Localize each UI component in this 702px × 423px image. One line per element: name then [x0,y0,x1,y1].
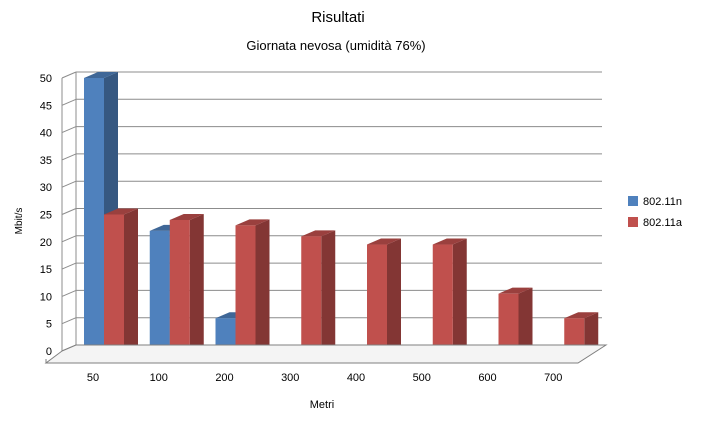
legend-label: 802.11n [643,196,682,208]
bar [301,236,322,351]
bar [564,318,585,351]
bar-top [84,72,118,78]
bar-side [584,312,599,351]
y-tick-label: 40 [40,128,52,140]
x-tick-label: 200 [215,372,233,384]
bar [104,214,124,351]
gridline-side [61,235,77,243]
x-tick-label: 600 [478,372,496,384]
gridline-side [61,71,77,79]
x-tick-label: 100 [150,372,168,384]
bar [169,219,190,351]
bar-side [387,238,401,351]
chart-floor [44,344,608,364]
bar-side [452,238,467,351]
gridline-side [61,208,77,215]
bar-top [498,287,533,294]
legend-swatch [628,196,638,206]
bar-top [301,230,336,237]
y-tick-label: 10 [40,291,52,303]
gridline-side [61,126,77,134]
bar-side [124,208,138,351]
x-axis-label: Metri [310,399,334,411]
bar [215,318,236,351]
bar [149,230,170,351]
bar-top [432,238,467,245]
x-tick-label: 50 [87,372,99,384]
y-tick-label: 0 [46,346,52,358]
legend-label: 802.11a [643,217,683,229]
bar-side [255,219,270,351]
chart-title: Risultati [311,9,364,26]
y-axis-label: Mbit/s [14,208,25,235]
x-tick-label: 700 [544,372,562,384]
gridline-side [61,289,77,297]
bar-side [321,230,336,351]
bar [235,225,256,351]
y-tick-label: 35 [40,155,52,167]
gridline-side [61,262,77,270]
bar-top [367,238,401,245]
bar [84,78,104,351]
gridline-side [61,317,77,325]
y-tick-label: 20 [40,237,52,249]
legend-swatch [628,217,638,227]
plot-area: 0 5 10 15 20 25 30 35 40 45 50 50 100 200 300 400 500 600… [40,71,608,384]
y-tick-label: 5 [46,319,52,331]
gridline-side [61,153,77,161]
y-tick-label: 45 [40,100,52,112]
bar [367,244,387,351]
x-tick-label: 300 [281,372,299,384]
chart-subtitle: Giornata nevosa (umidità 76%) [246,38,425,53]
y-tick-label: 30 [40,182,52,194]
bar [432,244,453,351]
bar [498,293,519,351]
bar-side [518,287,533,351]
x-tick-label: 500 [413,372,431,384]
y-tick-label: 50 [40,73,52,85]
bar-top [169,213,204,220]
bar-top [104,208,138,215]
y-tick-label: 15 [40,264,52,276]
bar-top [235,219,270,226]
gridline-side [61,180,77,188]
y-tick-label: 25 [40,210,52,222]
bar-side [189,213,204,351]
legend: 802.11n 802.11a [628,196,683,229]
x-tick-label: 400 [347,372,365,384]
gridline-side [61,98,77,106]
bar-top [564,312,599,319]
